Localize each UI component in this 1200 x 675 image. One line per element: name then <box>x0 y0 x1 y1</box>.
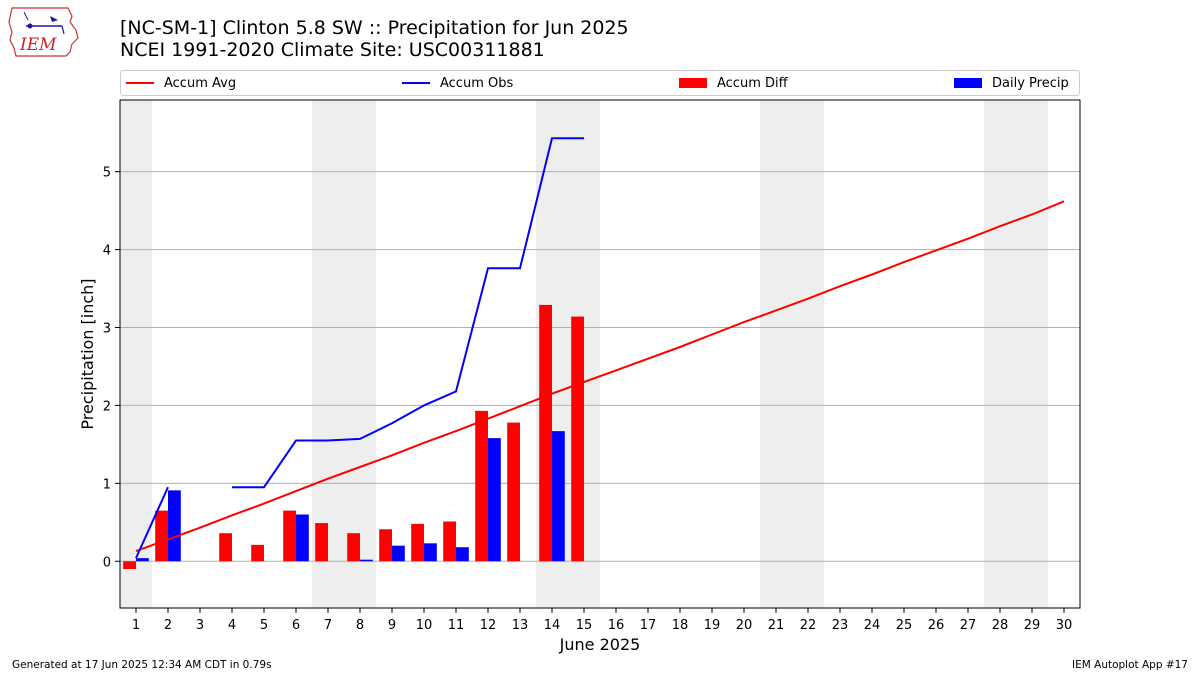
line-accum-obs <box>135 486 169 559</box>
legend-label: Accum Diff <box>717 75 788 91</box>
x-tick-label: 7 <box>324 618 332 633</box>
bar-daily-precip <box>552 431 565 562</box>
legend-item-accum-diff: Accum Diff <box>679 71 788 95</box>
bar-accum-diff <box>347 533 360 562</box>
iem-logo: IEM <box>6 4 82 60</box>
bar-accum-diff <box>251 544 264 562</box>
y-tick-label: 4 <box>103 244 111 259</box>
bar-daily-precip <box>488 438 501 562</box>
bar-daily-precip <box>296 514 309 562</box>
bar-accum-diff <box>315 523 328 562</box>
footer-generated: Generated at 17 Jun 2025 12:34 AM CDT in… <box>12 659 272 671</box>
x-tick-label: 13 <box>512 618 529 633</box>
bar-daily-precip <box>424 543 437 562</box>
bar-accum-diff <box>283 510 296 562</box>
x-tick-label: 18 <box>672 618 689 633</box>
x-tick-label: 6 <box>292 618 300 633</box>
x-tick-label: 16 <box>608 618 625 633</box>
legend-swatch <box>126 82 154 84</box>
legend-item-accum-avg: Accum Avg <box>126 71 236 95</box>
x-tick-label: 14 <box>544 618 561 633</box>
footer-app-label: IEM Autoplot App #17 <box>1072 659 1188 671</box>
y-tick-label: 2 <box>103 399 111 414</box>
legend-label: Daily Precip <box>992 75 1069 91</box>
line-accum-avg <box>135 200 1065 553</box>
x-tick-label: 23 <box>832 618 849 633</box>
bar-accum-diff <box>219 533 232 562</box>
legend-item-accum-obs: Accum Obs <box>402 71 513 95</box>
bar-accum-diff <box>507 422 520 562</box>
x-tick-label: 3 <box>196 618 204 633</box>
line-accum-obs <box>232 137 584 489</box>
logo-text: IEM <box>19 35 57 55</box>
legend-swatch <box>954 78 982 88</box>
x-tick-label: 1 <box>132 618 140 633</box>
bar-daily-precip <box>168 490 181 562</box>
x-tick-label: 25 <box>896 618 913 633</box>
weekend-shade <box>984 100 1048 608</box>
y-axis-label: Precipitation [inch] <box>78 278 97 429</box>
weekend-shade <box>760 100 824 608</box>
x-tick-label: 9 <box>388 618 396 633</box>
x-tick-label: 8 <box>356 618 364 633</box>
chart-title: [NC-SM-1] Clinton 5.8 SW :: Precipitatio… <box>120 17 629 39</box>
bar-daily-precip <box>360 559 373 562</box>
weekend-shade <box>120 100 152 608</box>
x-tick-label: 19 <box>704 618 721 633</box>
chart-legend: Accum Avg Accum Obs Accum Diff Daily Pre… <box>120 70 1080 96</box>
bar-accum-diff <box>571 316 584 562</box>
x-tick-label: 26 <box>928 618 945 633</box>
x-tick-label: 10 <box>416 618 433 633</box>
x-tick-label: 30 <box>1056 618 1073 633</box>
bar-daily-precip <box>392 545 405 562</box>
legend-swatch <box>679 78 707 88</box>
bar-accum-diff <box>379 529 392 562</box>
x-tick-label: 15 <box>576 618 593 633</box>
chart-subtitle: NCEI 1991-2020 Climate Site: USC00311881 <box>120 39 545 61</box>
x-tick-label: 4 <box>228 618 236 633</box>
bar-accum-diff <box>155 510 168 562</box>
x-tick-label: 24 <box>864 618 881 633</box>
legend-label: Accum Obs <box>440 75 514 91</box>
x-tick-label: 5 <box>260 618 268 633</box>
x-tick-label: 20 <box>736 618 753 633</box>
plot-frame <box>119 99 1081 609</box>
x-tick-label: 28 <box>992 618 1009 633</box>
bar-daily-precip <box>136 558 149 562</box>
bar-accum-diff <box>443 521 456 562</box>
x-tick-label: 22 <box>800 618 817 633</box>
y-tick-label: 1 <box>103 477 111 492</box>
bar-accum-diff <box>411 523 424 562</box>
legend-label: Accum Avg <box>164 75 237 91</box>
bar-accum-diff <box>475 410 488 562</box>
bar-accum-diff <box>539 304 552 562</box>
y-tick-label: 0 <box>103 555 111 570</box>
x-axis-label: June 2025 <box>559 635 641 654</box>
y-tick-label: 3 <box>103 322 111 337</box>
legend-swatch <box>402 82 430 84</box>
x-tick-label: 21 <box>768 618 785 633</box>
legend-item-daily-precip: Daily Precip <box>954 71 1069 95</box>
x-tick-label: 12 <box>480 618 497 633</box>
y-tick-label: 5 <box>103 166 111 181</box>
bar-accum-diff <box>123 561 136 570</box>
x-tick-label: 11 <box>448 618 465 633</box>
x-tick-label: 2 <box>164 618 172 633</box>
x-tick-label: 27 <box>960 618 977 633</box>
x-tick-label: 29 <box>1024 618 1041 633</box>
x-tick-label: 17 <box>640 618 657 633</box>
bar-daily-precip <box>456 547 469 562</box>
